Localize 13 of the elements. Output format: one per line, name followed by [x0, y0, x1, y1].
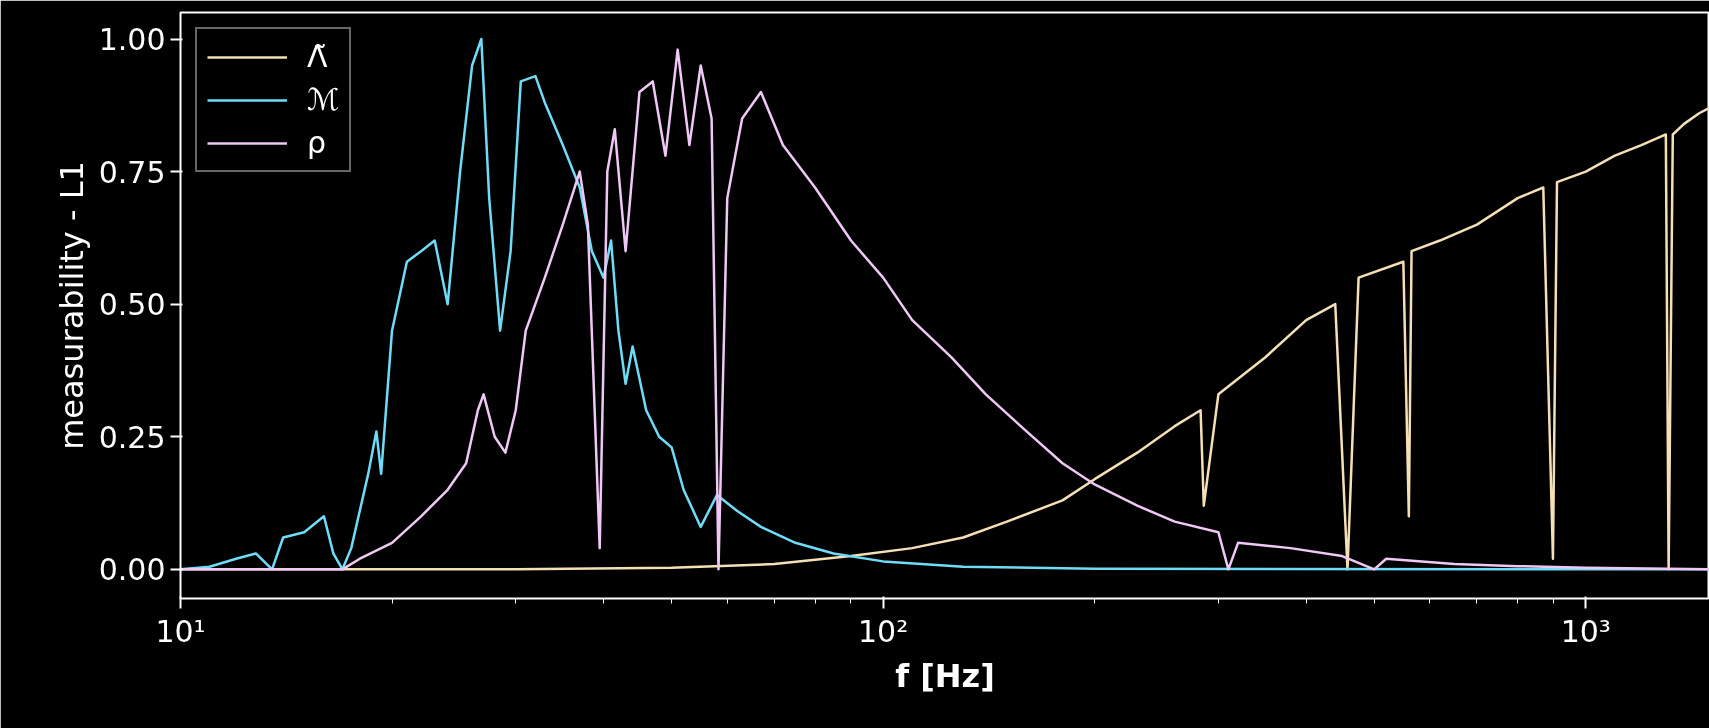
y-tick-label: 0.25 — [98, 419, 166, 455]
x-tick-label: 10³ — [1560, 613, 1611, 649]
x-axis-title: f [Hz] — [895, 656, 995, 695]
x-tick-label: 10² — [858, 613, 909, 649]
legend-label: ℳ — [307, 82, 340, 117]
y-tick-label: 0.75 — [98, 154, 166, 190]
y-tick-label: 0.50 — [98, 287, 166, 323]
x-tick-label: 10¹ — [155, 613, 206, 649]
legend-label: ρ — [307, 125, 327, 160]
y-tick-label: 0.00 — [98, 552, 166, 588]
legend-label: Λ̃ — [307, 39, 328, 74]
y-tick-label: 1.00 — [98, 22, 166, 58]
y-axis-title: measurability - L1 — [52, 161, 91, 450]
